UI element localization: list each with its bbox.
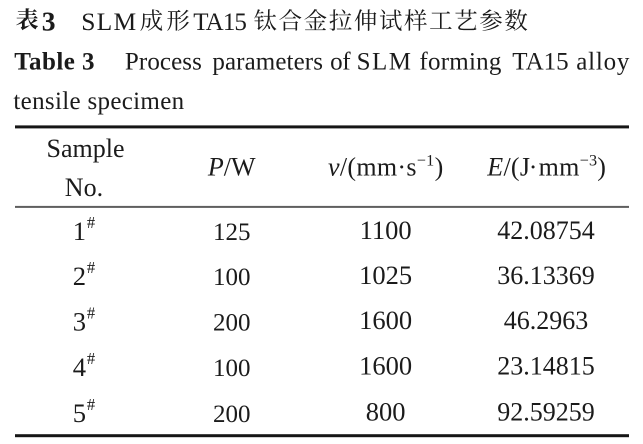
svg-text:1025: 1025 — [359, 260, 412, 290]
svg-text:SLM: SLM — [81, 7, 137, 36]
svg-text:2#: 2# — [73, 258, 95, 291]
svg-text:23.14815: 23.14815 — [497, 352, 595, 381]
svg-text:of: of — [330, 48, 351, 75]
svg-text:100: 100 — [213, 264, 251, 291]
svg-text:36.13369: 36.13369 — [497, 261, 595, 290]
svg-text:46.2963: 46.2963 — [504, 306, 589, 335]
svg-text:1100: 1100 — [360, 215, 412, 245]
svg-text:3: 3 — [42, 5, 56, 36]
svg-text:1600: 1600 — [359, 351, 412, 381]
svg-text:SLM: SLM — [357, 48, 413, 75]
svg-text:v/(mm·s−1): v/(mm·s−1) — [328, 152, 444, 182]
svg-text:4#: 4# — [73, 349, 95, 382]
svg-text:1600: 1600 — [359, 305, 412, 335]
svg-text:Process: Process — [125, 48, 202, 75]
svg-text:Sample: Sample — [47, 134, 125, 163]
svg-text:125: 125 — [213, 219, 251, 246]
svg-text:No.: No. — [65, 173, 103, 202]
svg-text:alloy: alloy — [576, 48, 630, 75]
svg-text:100: 100 — [213, 355, 251, 382]
svg-text:3#: 3# — [73, 303, 95, 336]
svg-text:TA15: TA15 — [512, 48, 568, 75]
svg-text:5#: 5# — [73, 395, 95, 428]
svg-text:parameters: parameters — [212, 48, 323, 75]
svg-text:800: 800 — [366, 397, 406, 427]
svg-text:1#: 1# — [73, 213, 95, 246]
svg-text:forming: forming — [419, 48, 502, 75]
svg-text:tensile specimen: tensile specimen — [13, 88, 184, 115]
svg-text:200: 200 — [213, 309, 251, 336]
svg-text:92.59259: 92.59259 — [497, 398, 595, 427]
svg-text:Table 3: Table 3 — [14, 48, 95, 75]
svg-text:TA15: TA15 — [193, 9, 246, 36]
svg-text:P/W: P/W — [207, 152, 256, 181]
svg-text:42.08754: 42.08754 — [497, 216, 595, 245]
svg-text:200: 200 — [213, 401, 251, 428]
svg-text:E/(J·mm−3): E/(J·mm−3) — [486, 152, 606, 182]
